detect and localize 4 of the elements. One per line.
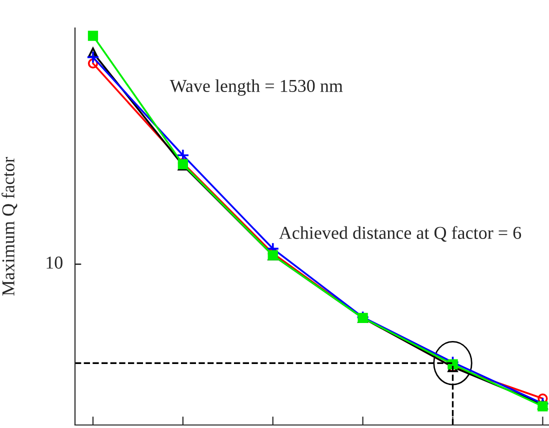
annotation: Wave length = 1530 nm [170,79,343,96]
text: 10 [46,256,62,269]
annotation: Achieved distance at Q factor = 6 [279,226,522,242]
y-axis-title: Maximum Q factor [2,156,18,296]
